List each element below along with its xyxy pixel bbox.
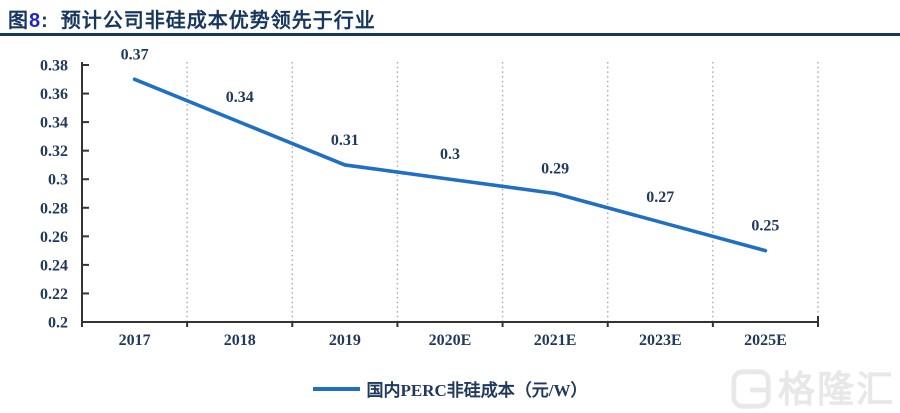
watermark-text: 格隆汇 [778,368,895,410]
data-point-label: 0.31 [331,132,359,149]
y-tick-label: 0.26 [40,229,68,246]
x-tick-label: 2018 [224,332,256,349]
x-tick-label: 2023E [639,332,682,349]
gelonghui-logo-icon [731,369,771,409]
figure-prefix: 图 [8,10,29,32]
figure-number: 8 [29,10,42,32]
legend-label: 国内PERC非硅成本（元/W） [366,381,588,400]
y-tick-label: 0.38 [40,58,68,75]
series-line-perc-cost [132,77,768,253]
y-tick-label: 0.32 [40,143,68,160]
figure-header: 图8: 预计公司非硅成本优势领先于行业 [8,4,376,33]
data-point-label: 0.37 [121,46,149,63]
y-tick-label: 0.2 [48,315,68,332]
y-tick-label: 0.34 [40,115,68,132]
y-tick-label: 0.28 [40,200,68,217]
figure-label: 图8: [8,10,49,32]
x-tick-label: 2017 [119,332,151,349]
gelonghui-watermark: 格隆汇 [730,368,895,410]
figure-title: 预计公司非硅成本优势领先于行业 [60,10,376,32]
legend-line-swatch [312,386,360,391]
data-point-label: 0.25 [751,218,779,235]
chart-legend: 国内PERC非硅成本（元/W） [0,376,900,401]
y-tick-label: 0.36 [40,86,68,103]
y-tick-label: 0.24 [40,257,68,274]
y-tick-label: 0.3 [48,172,68,189]
axis-lines [81,62,819,323]
header-rule [0,33,900,36]
data-point-label: 0.27 [646,189,674,206]
x-tick-label: 2021E [534,332,577,349]
x-tick-label: 2020E [429,332,472,349]
figure-separator: : [41,10,49,32]
data-point-label: 0.3 [440,146,460,163]
y-tick-label: 0.22 [40,286,68,303]
x-tick-label: 2019 [329,332,361,349]
data-point-label: 0.29 [541,161,569,178]
data-point-label: 0.34 [226,89,254,106]
x-tick-label: 2025E [744,332,787,349]
